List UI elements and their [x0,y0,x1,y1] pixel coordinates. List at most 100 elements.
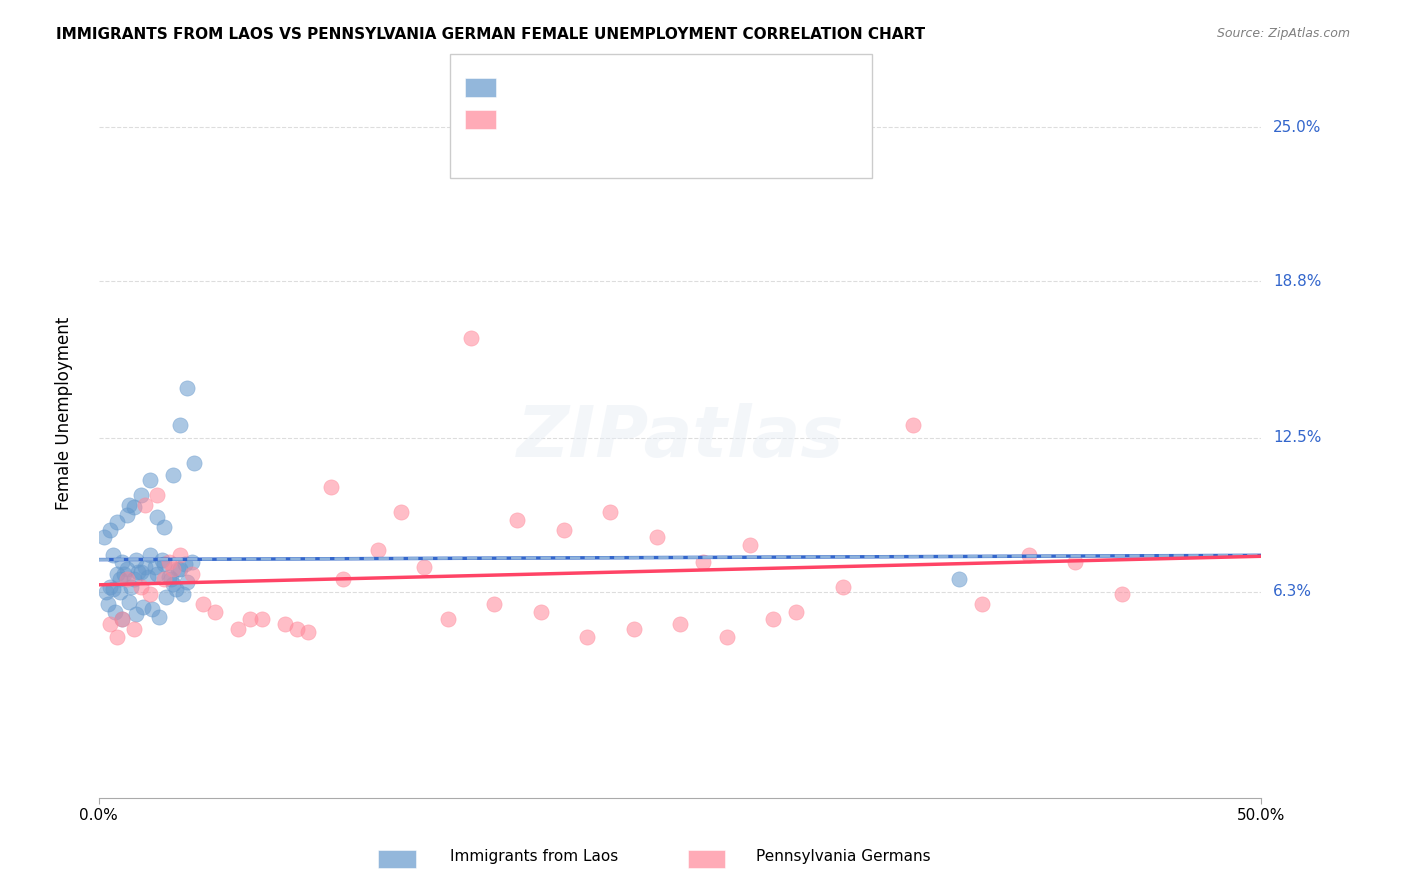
Point [172,587,194,601]
Point [101,582,124,597]
Point [576,630,599,644]
Point [111,612,134,626]
Point [162,577,184,591]
Text: Immigrants from Laos: Immigrants from Laos [450,849,619,863]
Point [136,570,159,584]
Point [167,562,190,576]
Point [832,580,855,594]
Point [146,567,169,582]
Point [114,567,136,582]
Point [460,331,482,345]
Point [169,418,191,433]
Point [108,573,131,587]
Point [139,587,162,601]
Point [129,580,152,594]
Point [100,580,122,594]
Point [623,622,645,636]
Text: ZIPatlas: ZIPatlas [516,403,844,472]
Point [132,599,155,614]
Point [285,622,308,636]
Point [134,498,156,512]
Point [165,582,187,597]
Point [413,560,436,574]
Point [176,574,198,589]
Point [645,530,668,544]
Point [101,548,124,562]
Point [180,555,202,569]
Point [274,617,297,632]
Point [150,552,173,566]
Point [716,630,738,644]
Point [153,520,176,534]
Point [153,558,176,572]
Point [785,605,807,619]
Point [738,538,761,552]
Point [94,584,117,599]
Point [169,548,191,562]
Text: R = 0.045   N = 56: R = 0.045 N = 56 [471,96,628,114]
Point [193,597,215,611]
Point [107,567,129,582]
Point [122,622,145,636]
Point [180,567,202,582]
Point [162,562,184,576]
Point [100,617,122,632]
Text: 6.3%: 6.3% [1272,584,1312,599]
Point [553,523,575,537]
Point [118,498,141,512]
Point [228,622,250,636]
Point [482,597,505,611]
Point [599,505,621,519]
Text: IMMIGRANTS FROM LAOS VS PENNSYLVANIA GERMAN FEMALE UNEMPLOYMENT CORRELATION CHAR: IMMIGRANTS FROM LAOS VS PENNSYLVANIA GER… [56,27,925,42]
Point [972,597,994,611]
Point [669,617,692,632]
Point [122,573,145,587]
Point [297,624,319,639]
Point [108,584,131,599]
Point [389,505,412,519]
Point [762,612,785,626]
Text: Pennsylvania Germans: Pennsylvania Germans [756,849,931,863]
Point [436,612,458,626]
Point [169,562,191,576]
Point [1064,555,1087,569]
Point [127,565,149,579]
Point [118,595,141,609]
Point [125,552,148,566]
Point [129,565,152,579]
Point [204,605,226,619]
Point [143,560,166,574]
Point [111,612,134,626]
Point [120,580,142,594]
Point [155,590,177,604]
Point [692,555,714,569]
Point [160,573,183,587]
Point [162,468,184,483]
Point [506,513,529,527]
Point [148,609,170,624]
Point [115,562,138,576]
Point [107,630,129,644]
Point [141,602,163,616]
Point [901,418,924,433]
Point [1111,587,1133,601]
Point [129,488,152,502]
Point [153,573,176,587]
Text: Source: ZipAtlas.com: Source: ZipAtlas.com [1216,27,1350,40]
Point [97,597,120,611]
Point [100,523,122,537]
Point [239,612,262,626]
Text: R =  0.381   N = 49: R = 0.381 N = 49 [471,129,633,147]
Point [176,381,198,395]
Point [115,508,138,522]
Text: 25.0%: 25.0% [1272,120,1322,135]
Point [530,605,553,619]
Point [139,548,162,562]
Point [122,500,145,515]
Point [125,607,148,622]
Point [146,488,169,502]
Text: Female Unemployment: Female Unemployment [55,317,73,509]
Point [250,612,273,626]
Point [111,555,134,569]
Point [1018,548,1040,562]
